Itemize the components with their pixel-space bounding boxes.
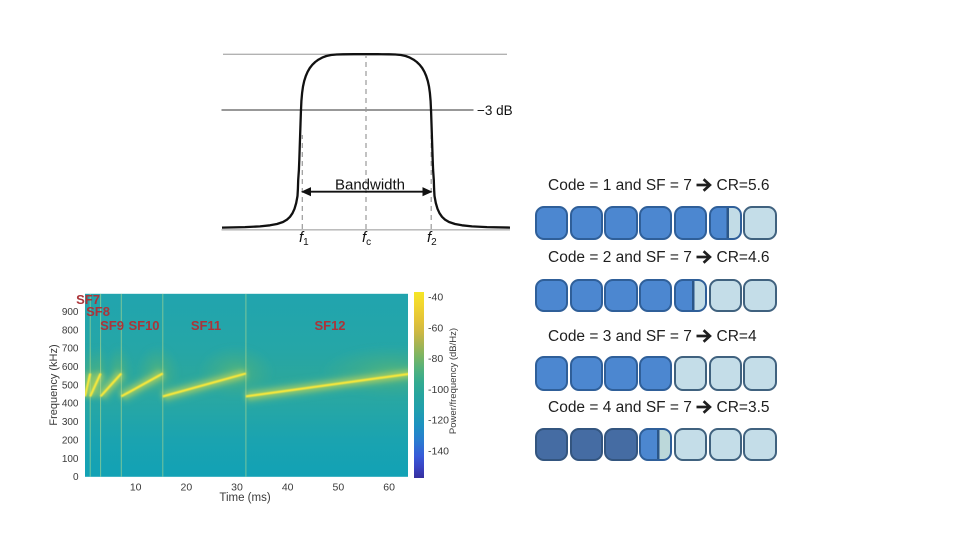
svg-text:30: 30 xyxy=(231,482,243,494)
svg-text:fc: fc xyxy=(362,229,371,248)
svg-text:SF8: SF8 xyxy=(86,304,110,319)
svg-text:300: 300 xyxy=(62,417,79,428)
svg-text:900: 900 xyxy=(62,307,79,318)
svg-text:200: 200 xyxy=(62,436,79,447)
svg-text:-100: -100 xyxy=(428,384,449,396)
svg-text:50: 50 xyxy=(333,482,345,494)
svg-text:SF11: SF11 xyxy=(191,318,221,333)
svg-text:Time (ms): Time (ms) xyxy=(219,492,270,504)
svg-text:-60: -60 xyxy=(428,322,443,334)
svg-text:500: 500 xyxy=(62,380,79,391)
svg-text:-40: -40 xyxy=(428,292,443,304)
svg-text:20: 20 xyxy=(181,482,193,494)
svg-text:-80: -80 xyxy=(428,353,443,365)
svg-text:Frequency (kHz): Frequency (kHz) xyxy=(48,344,60,425)
svg-text:SF10: SF10 xyxy=(128,318,159,333)
svg-text:SF7: SF7 xyxy=(76,292,100,307)
svg-text:400: 400 xyxy=(62,399,79,410)
svg-text:60: 60 xyxy=(383,482,395,494)
svg-text:−3 dB: −3 dB xyxy=(477,103,513,118)
svg-text:f2: f2 xyxy=(427,229,437,248)
svg-text:100: 100 xyxy=(62,454,79,465)
svg-text:Power/frequency (dB/Hz): Power/frequency (dB/Hz) xyxy=(448,328,459,434)
svg-text:Bandwidth: Bandwidth xyxy=(335,177,405,194)
svg-text:0: 0 xyxy=(73,472,79,483)
svg-text:SF9: SF9 xyxy=(100,318,124,333)
svg-text:10: 10 xyxy=(130,482,142,494)
svg-text:800: 800 xyxy=(62,325,79,336)
svg-text:SF12: SF12 xyxy=(314,318,345,333)
svg-text:40: 40 xyxy=(282,482,294,494)
svg-text:-140: -140 xyxy=(428,446,449,458)
svg-text:f1: f1 xyxy=(299,229,309,248)
svg-text:600: 600 xyxy=(62,362,79,373)
svg-text:700: 700 xyxy=(62,344,79,355)
svg-text:-120: -120 xyxy=(428,415,449,427)
